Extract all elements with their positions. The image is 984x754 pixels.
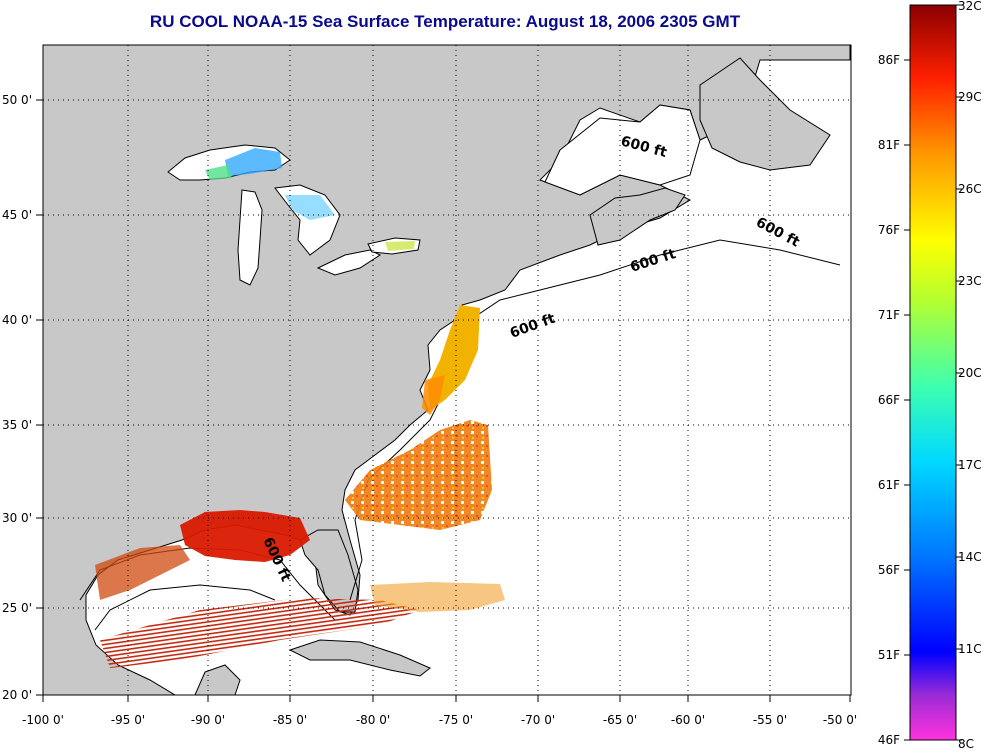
gulf-st-lawrence [544, 104, 701, 196]
cb-f-label: 56F [878, 563, 900, 577]
sst-gulf-core [180, 510, 310, 562]
sst-gulf-streaks [100, 598, 420, 668]
cb-c-label: 29C [958, 90, 982, 104]
cb-c-label: 20C [958, 366, 982, 380]
lon-label: -60 0' [671, 713, 705, 727]
lon-label: -90 0' [191, 713, 225, 727]
cb-c-label: 8C [958, 737, 974, 751]
lon-label: -75 0' [439, 713, 473, 727]
lake-erie [316, 249, 382, 276]
newfoundland-land [699, 57, 831, 171]
colorbar-ticks [904, 4, 962, 741]
lon-label: -80 0' [356, 713, 390, 727]
lat-label: 20 0' [2, 688, 32, 702]
sst-lake-superior-green [205, 165, 232, 180]
colorbar-scale [909, 4, 957, 741]
axis-ticks [36, 99, 851, 702]
cb-c-label: 14C [958, 550, 982, 564]
map-frame [42, 44, 852, 696]
cb-c-label: 11C [958, 642, 982, 656]
colorbar: 86F 81F 76F 71F 66F 61F 56F 51F 46F 32C … [878, 0, 982, 751]
sst-lake-superior [225, 148, 282, 176]
lake-michigan [237, 189, 263, 286]
sst-gulf-speckle [95, 545, 190, 600]
latitude-labels: 20 0' 25 0' 30 0' 35 0' 40 0' 45 0' 50 0… [2, 93, 32, 702]
cb-c-label: 26C [958, 182, 982, 196]
cb-f-label: 51F [878, 648, 900, 662]
map-title: RU COOL NOAA-15 Sea Surface Temperature:… [149, 12, 741, 31]
lon-label: -70 0' [521, 713, 555, 727]
yucatan-land [194, 664, 241, 695]
cb-c-label: 32C [958, 0, 982, 13]
cb-f-label: 81F [878, 138, 900, 152]
lon-label: -55 0' [753, 713, 787, 727]
colorbar-celsius-labels: 32C 29C 26C 23C 20C 17C 14C 11C 8C [958, 0, 982, 751]
sst-bahamas [370, 582, 505, 612]
cb-f-label: 86F [878, 53, 900, 67]
lat-label: 40 0' [2, 313, 32, 327]
lat-label: 50 0' [2, 93, 32, 107]
sst-lake-ontario [385, 241, 415, 251]
cb-f-label: 46F [878, 733, 900, 747]
lon-label: -50 0' [823, 713, 857, 727]
cuba-land [288, 639, 431, 677]
nova-scotia-land [589, 187, 686, 246]
lat-label: 30 0' [2, 511, 32, 525]
cb-f-label: 61F [878, 478, 900, 492]
lon-label: -85 0' [273, 713, 307, 727]
longitude-labels: -100 0' -95 0' -90 0' -85 0' -80 0' -75 … [22, 713, 857, 727]
colorbar-fahrenheit-labels: 86F 81F 76F 71F 66F 61F 56F 51F 46F [878, 53, 900, 747]
lon-label: -65 0' [603, 713, 637, 727]
shelf-contour-gulf-inner [94, 584, 276, 631]
lon-label: -100 0' [22, 713, 64, 727]
cb-f-label: 66F [878, 393, 900, 407]
cb-f-label: 71F [878, 308, 900, 322]
lon-label: -95 0' [111, 713, 145, 727]
lat-label: 35 0' [2, 418, 32, 432]
sst-lake-huron [285, 195, 335, 220]
sst-offshore-southeast [345, 420, 492, 530]
lat-label: 25 0' [2, 601, 32, 615]
lat-lon-grid [43, 45, 850, 695]
cb-c-label: 23C [958, 274, 982, 288]
cb-c-label: 17C [958, 458, 982, 472]
cb-f-label: 76F [878, 223, 900, 237]
lat-label: 45 0' [2, 208, 32, 222]
sst-shelf-orange [422, 375, 445, 415]
